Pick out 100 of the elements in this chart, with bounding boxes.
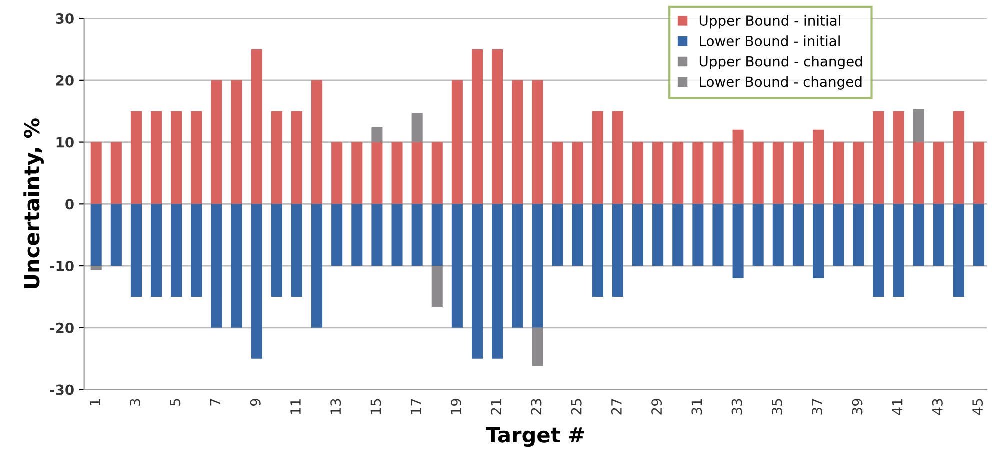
x-tick-label: 19 — [450, 399, 462, 414]
bar — [672, 204, 684, 266]
bar — [472, 204, 484, 359]
bar — [492, 204, 504, 359]
bar — [171, 111, 182, 204]
bar — [191, 111, 202, 204]
bar — [412, 142, 423, 204]
bar — [392, 204, 403, 266]
bar — [833, 204, 844, 266]
bar — [452, 204, 463, 328]
bar — [372, 127, 383, 142]
bar — [532, 204, 544, 328]
x-tick-label: 29 — [652, 399, 662, 415]
bar — [412, 113, 423, 142]
bar — [211, 80, 222, 204]
bar — [90, 204, 102, 266]
bar — [792, 142, 804, 204]
bar — [151, 204, 162, 297]
bar — [873, 111, 884, 204]
bar — [251, 49, 262, 204]
bar — [772, 142, 784, 204]
bar — [792, 204, 804, 266]
bar — [251, 204, 262, 359]
y-tick-label: 10 — [56, 137, 74, 148]
bar — [893, 204, 904, 297]
bar — [291, 111, 302, 204]
bar — [612, 111, 624, 204]
bar — [492, 49, 504, 204]
x-tick-label: 39 — [852, 399, 863, 415]
x-tick-label: 17 — [411, 399, 422, 414]
bar — [813, 130, 824, 204]
bar — [732, 204, 744, 278]
bar — [312, 204, 323, 328]
x-tick-label: 1 — [90, 399, 100, 406]
y-tick-label: 30 — [56, 14, 74, 24]
bar — [552, 142, 564, 204]
bar — [191, 204, 202, 297]
legend-label: Upper Bound - initial — [700, 15, 840, 29]
bar — [692, 142, 704, 204]
y-tick-label: -30 — [50, 384, 74, 396]
bar — [532, 80, 544, 204]
bar — [171, 204, 182, 297]
bar — [853, 142, 864, 204]
bar — [772, 204, 784, 266]
bar — [692, 204, 704, 266]
bar — [231, 80, 242, 204]
bar — [974, 204, 985, 266]
bar — [712, 204, 724, 266]
bar — [372, 142, 383, 204]
x-tick-label: 21 — [491, 399, 502, 415]
bar — [352, 204, 363, 266]
bar — [110, 142, 122, 204]
bar — [271, 111, 282, 204]
x-tick-label: 35 — [772, 399, 782, 415]
bar — [512, 204, 524, 328]
x-tick-label: 7 — [210, 399, 221, 406]
x-tick-label: 25 — [571, 399, 582, 415]
bar — [432, 142, 443, 204]
y-tick-label: 0 — [66, 199, 74, 210]
bar — [592, 204, 604, 297]
x-tick-label: 45 — [972, 399, 984, 416]
y-tick-label: -10 — [50, 260, 74, 272]
x-axis-title: Target # — [486, 427, 584, 448]
x-tick-label: 43 — [932, 399, 943, 416]
bar — [752, 204, 764, 266]
x-tick-label: 37 — [812, 399, 823, 415]
y-tick-label: 20 — [56, 75, 74, 86]
bar — [512, 80, 524, 204]
bar — [392, 142, 403, 204]
bar — [90, 266, 102, 270]
bar — [632, 204, 644, 266]
legend-label: Lower Bound - initial — [700, 36, 840, 46]
bar — [332, 142, 343, 204]
bar — [612, 204, 624, 297]
bar — [933, 204, 944, 266]
bar — [271, 204, 282, 297]
bar — [913, 142, 924, 204]
legend-label: Upper Bound - changed — [700, 56, 862, 70]
bar — [853, 204, 864, 266]
bar — [211, 204, 222, 328]
bar — [332, 204, 343, 266]
x-tick-label: 31 — [692, 399, 702, 415]
x-tick-label: 15 — [370, 399, 382, 414]
bar — [572, 142, 584, 204]
bar — [672, 142, 684, 204]
bar — [130, 204, 142, 297]
bar — [412, 204, 423, 266]
bar — [813, 204, 824, 278]
x-tick-label: 33 — [732, 399, 742, 415]
bar — [873, 204, 884, 297]
bar — [352, 142, 363, 204]
bar — [732, 130, 744, 204]
bar — [432, 266, 443, 308]
x-tick-label: 41 — [892, 399, 903, 416]
bar — [151, 111, 162, 204]
bar — [752, 142, 764, 204]
x-tick-label: 23 — [531, 399, 542, 415]
x-tick-label: 3 — [130, 399, 141, 406]
bar — [291, 204, 302, 297]
bar — [913, 110, 924, 142]
